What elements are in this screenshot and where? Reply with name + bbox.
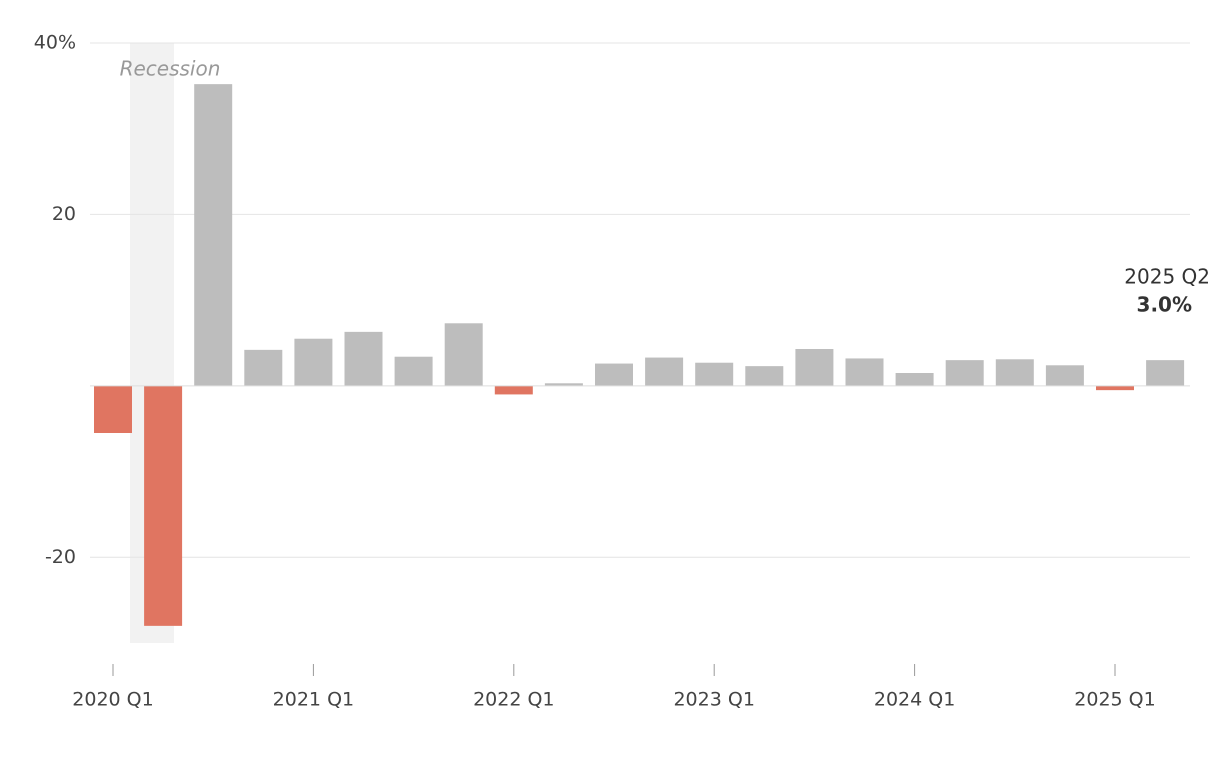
bar bbox=[895, 373, 934, 386]
y-tick-label: -20 bbox=[45, 546, 76, 568]
x-tick-label: 2020 Q1 bbox=[72, 689, 153, 711]
x-tick-label: 2025 Q1 bbox=[1074, 689, 1155, 711]
bar bbox=[294, 338, 333, 386]
bar bbox=[745, 366, 784, 386]
bar bbox=[1146, 360, 1185, 386]
bar bbox=[1045, 365, 1084, 386]
bar bbox=[94, 385, 132, 433]
y-tick-label: 20 bbox=[52, 203, 76, 225]
bar bbox=[795, 349, 834, 386]
bar bbox=[595, 363, 633, 386]
bar bbox=[544, 383, 583, 386]
bar bbox=[645, 357, 684, 386]
value-label: 3.0% bbox=[1137, 293, 1192, 317]
bar bbox=[695, 362, 734, 386]
bar bbox=[194, 84, 233, 386]
bar bbox=[995, 359, 1034, 386]
x-tick-label: 2024 Q1 bbox=[874, 689, 955, 711]
x-tick-label: 2022 Q1 bbox=[473, 689, 554, 711]
bar bbox=[494, 385, 533, 395]
x-tick-label: 2023 Q1 bbox=[673, 689, 754, 711]
annotation: 2025 Q2 bbox=[1124, 265, 1210, 289]
bar bbox=[845, 358, 884, 386]
recession-label: Recession bbox=[120, 57, 221, 81]
bar bbox=[945, 360, 984, 386]
bar bbox=[394, 356, 433, 386]
bar bbox=[244, 349, 283, 386]
y-tick-label: 40% bbox=[34, 32, 76, 54]
bar bbox=[1096, 385, 1134, 391]
bar bbox=[444, 323, 483, 386]
bar bbox=[144, 385, 183, 626]
x-tick-label: 2021 Q1 bbox=[273, 689, 354, 711]
bar bbox=[344, 331, 383, 386]
